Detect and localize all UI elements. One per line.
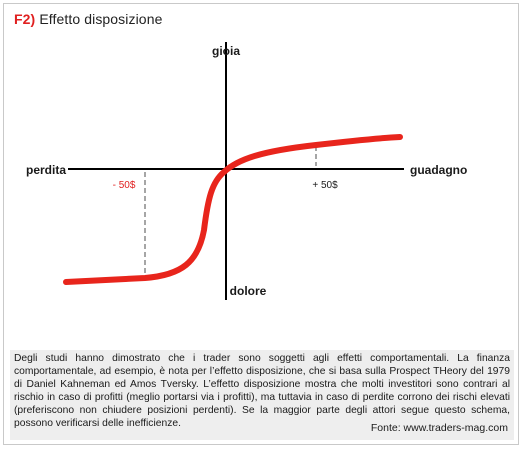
source-text: Fonte: www.traders-mag.com xyxy=(370,422,508,434)
marker-negative-label: - 50$ xyxy=(113,180,136,191)
figure-name: Effetto disposizione xyxy=(39,11,163,27)
axis-label-dolore: dolore xyxy=(230,284,267,298)
figure-frame xyxy=(3,3,519,445)
marker-positive-label: + 50$ xyxy=(312,180,338,191)
value-function-curve xyxy=(63,134,403,285)
figure-title: F2) Effetto disposizione xyxy=(14,11,162,27)
axis-label-perdita: perdita xyxy=(26,163,66,177)
axis-label-gioia: gioia xyxy=(212,44,240,58)
axis-label-guadagno: guadagno xyxy=(410,163,467,177)
value-function-diagram: gioia dolore perdita guadagno - 50$ + 50… xyxy=(26,42,467,300)
caption-box: Degli studi hanno dimostrato che i trade… xyxy=(10,350,514,440)
caption-text: Degli studi hanno dimostrato che i trade… xyxy=(14,353,510,430)
figure-code: F2) xyxy=(14,11,36,27)
